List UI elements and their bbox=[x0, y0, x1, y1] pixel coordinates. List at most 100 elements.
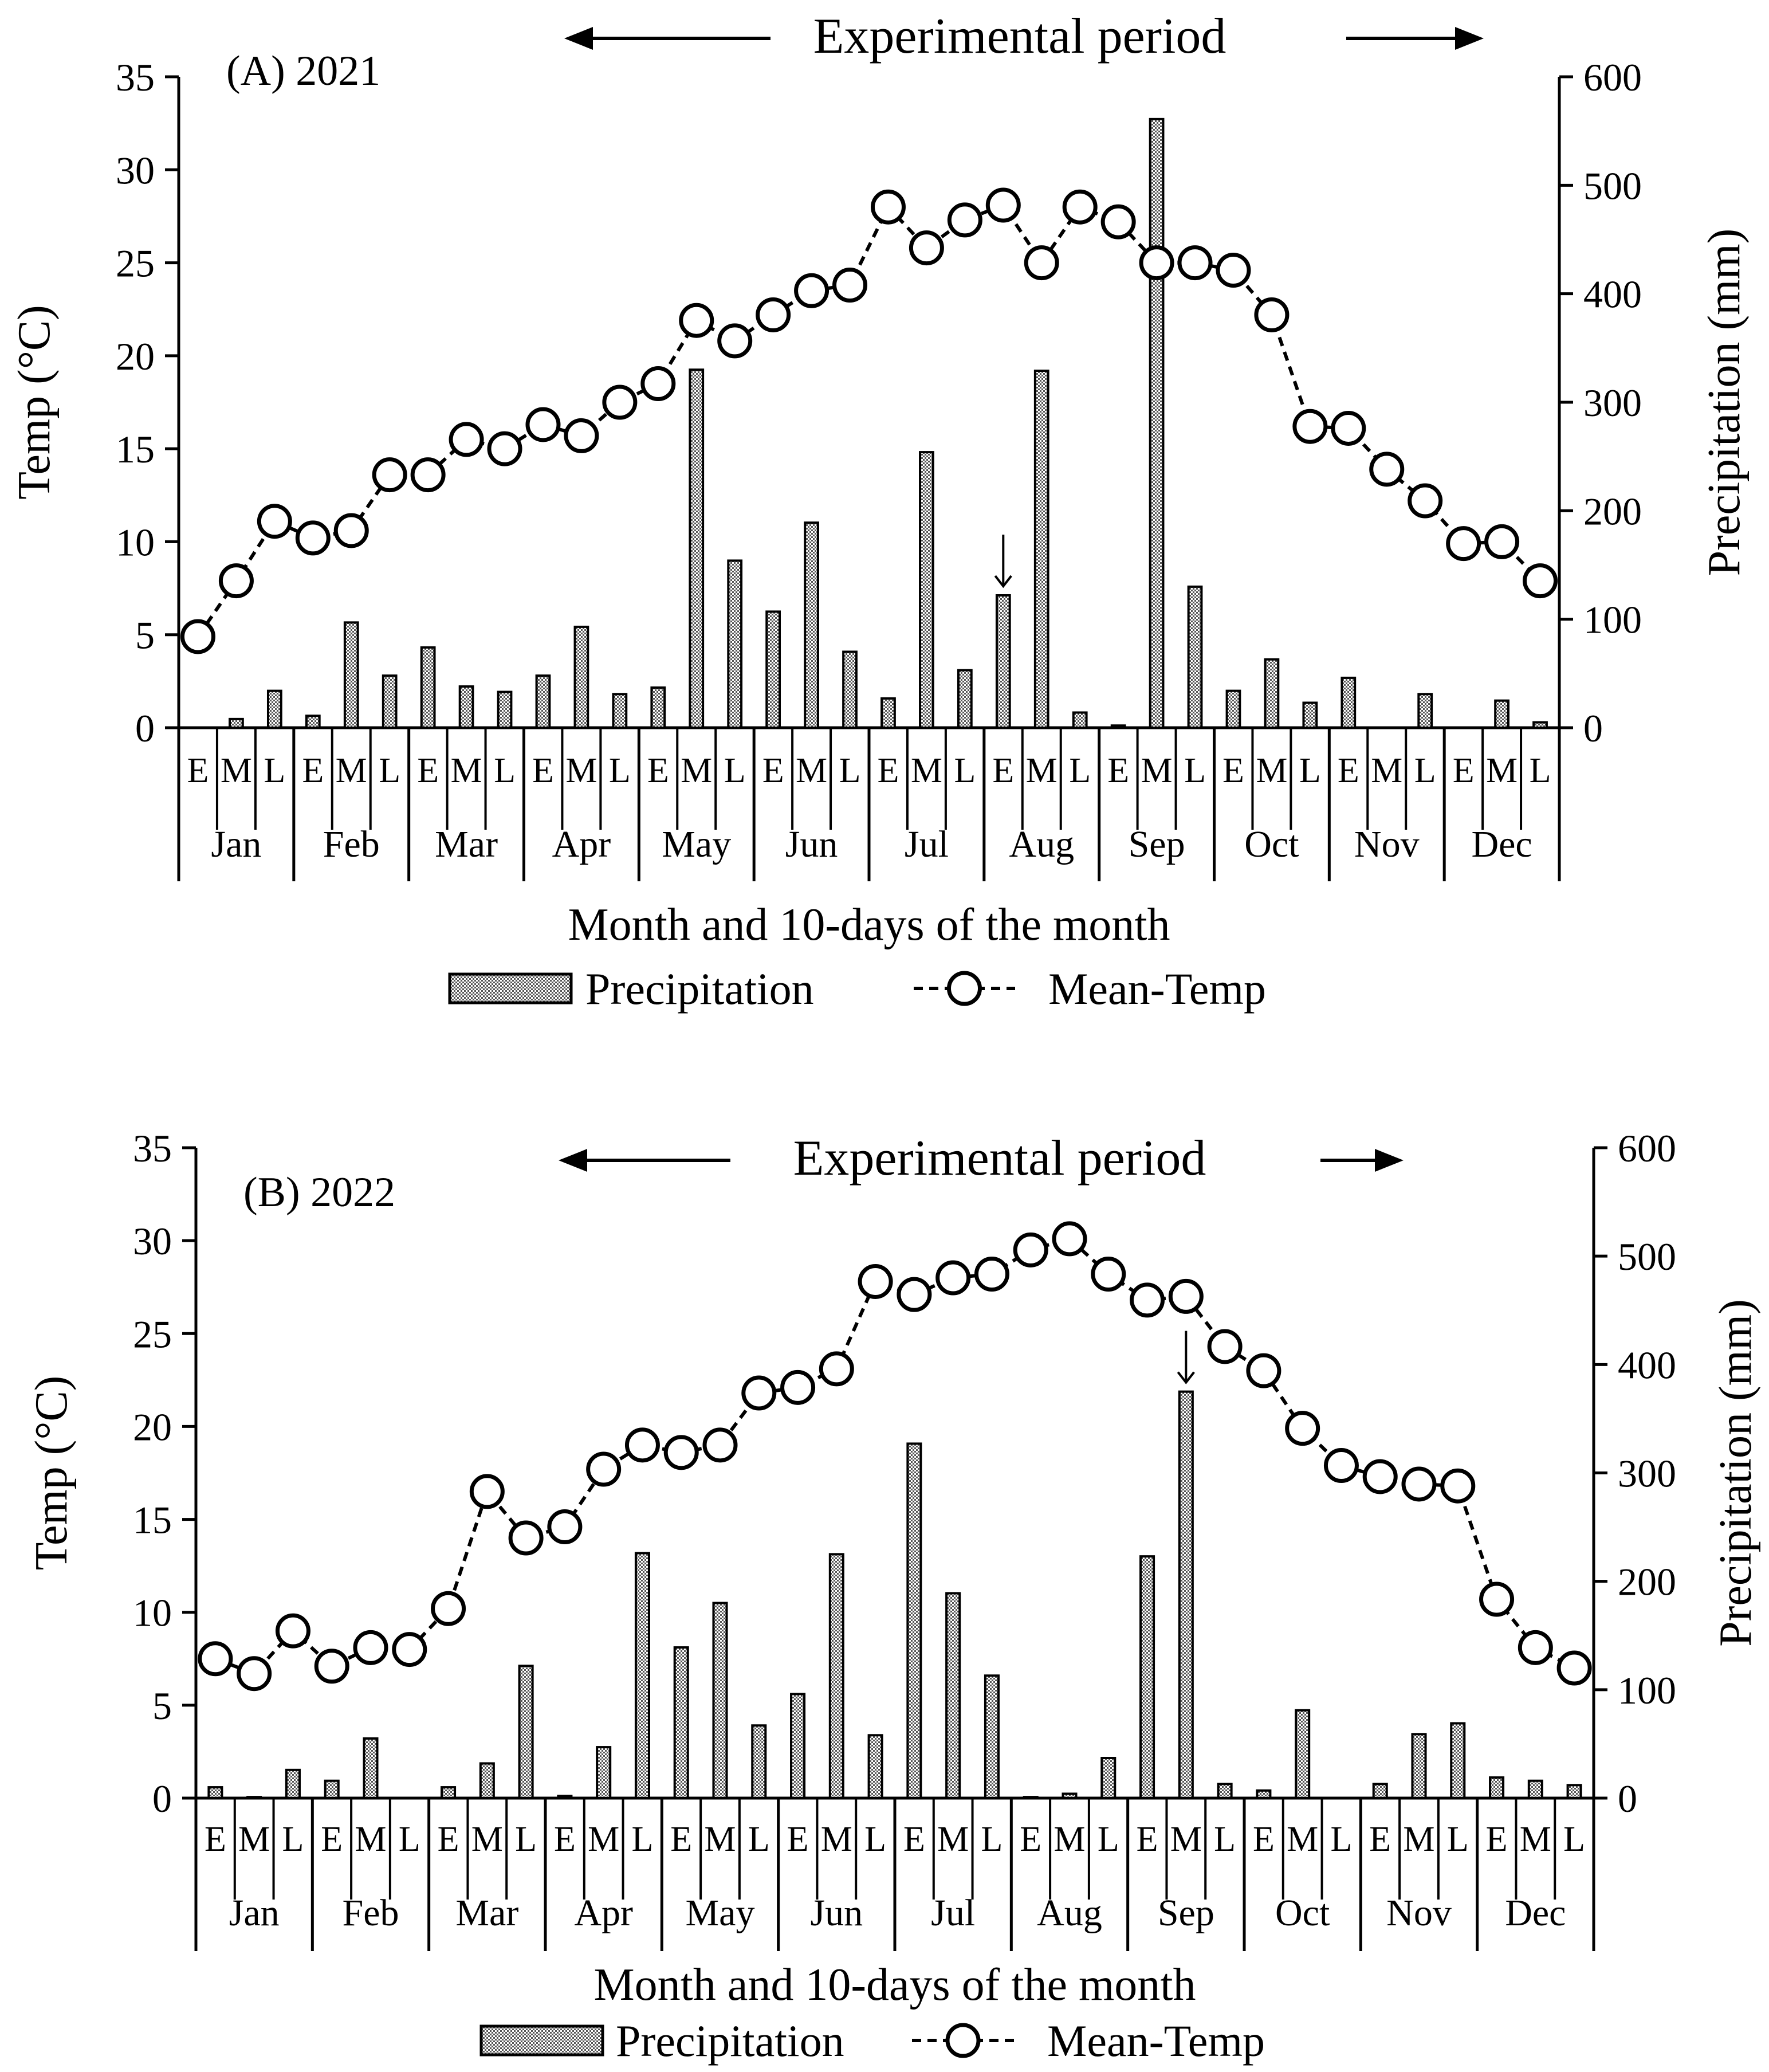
mean-temp-point bbox=[702, 1427, 738, 1463]
month-label: Dec bbox=[1505, 1892, 1566, 1934]
mean-temp-point bbox=[1139, 245, 1174, 281]
mean-temp-point bbox=[257, 504, 292, 539]
month-label: Jun bbox=[785, 823, 838, 865]
precipitation-bar bbox=[1340, 676, 1357, 729]
panel-b: 0 5 10 15 20 25 30 35 0 100 200 300 400 500 600 Temp (°… bbox=[26, 1127, 1761, 2066]
precipitation-bar bbox=[612, 693, 628, 729]
mean-temp-point bbox=[487, 431, 522, 466]
month-label: Aug bbox=[1037, 1892, 1102, 1934]
dekad-label: L bbox=[1414, 751, 1436, 790]
dekad-label: E bbox=[670, 1820, 692, 1859]
dekad-label: M bbox=[1141, 751, 1173, 790]
mean-temp-point bbox=[1285, 1411, 1320, 1446]
precipitation-bar bbox=[596, 1746, 612, 1799]
precipitation-bar bbox=[441, 1786, 457, 1799]
precipitation-bar bbox=[497, 690, 513, 729]
mean-temp-point bbox=[1331, 410, 1366, 446]
dekad-label: M bbox=[1520, 1820, 1551, 1859]
mean-temp-point bbox=[180, 619, 215, 654]
precipitation-bar bbox=[1302, 701, 1318, 729]
precipitation-bar bbox=[1187, 585, 1203, 729]
month-label: Jan bbox=[229, 1892, 280, 1934]
mean-temp-point bbox=[1518, 1630, 1553, 1665]
precipitation-bar bbox=[790, 1693, 806, 1799]
mean-temp-point bbox=[1323, 1448, 1359, 1484]
right-tick-label: 200 bbox=[1618, 1560, 1676, 1604]
dekad-label: E bbox=[762, 751, 784, 790]
dekad-label: E bbox=[1486, 1820, 1508, 1859]
dekad-label: E bbox=[1107, 751, 1129, 790]
legend-precipitation-swatch bbox=[479, 2024, 604, 2057]
precipitation-bar bbox=[804, 521, 819, 729]
left-tick-label: 5 bbox=[135, 614, 155, 657]
left-tick-label: 35 bbox=[133, 1127, 172, 1170]
mean-temp-point bbox=[1446, 526, 1481, 562]
month-label: Oct bbox=[1275, 1892, 1330, 1934]
mean-temp-point bbox=[410, 457, 446, 493]
dekad-label: E bbox=[787, 1820, 809, 1859]
precipitation-bar bbox=[1566, 1784, 1582, 1800]
precipitation-bar bbox=[1023, 1796, 1039, 1800]
mean-temp-point bbox=[1362, 1459, 1398, 1494]
period-arrowhead-left bbox=[564, 27, 593, 50]
month-label: May bbox=[686, 1892, 755, 1934]
precipitation-bar bbox=[1072, 711, 1088, 729]
precipitation-bar bbox=[1100, 1757, 1117, 1799]
dekad-label: E bbox=[903, 1820, 925, 1859]
period-arrowhead-right bbox=[1375, 1149, 1404, 1172]
month-label: Mar bbox=[455, 1892, 518, 1934]
dekad-label: M bbox=[588, 1820, 619, 1859]
month-label: Jun bbox=[810, 1892, 863, 1934]
mean-temp-point bbox=[1013, 1232, 1048, 1267]
mean-temp-point bbox=[1168, 1278, 1204, 1314]
mean-temp-point bbox=[741, 1375, 777, 1411]
mean-temp-point bbox=[564, 418, 599, 453]
dekad-label: M bbox=[221, 751, 252, 790]
dekad-label: E bbox=[1137, 1820, 1158, 1859]
precipitation-bar bbox=[518, 1665, 534, 1799]
precipitation-bar bbox=[1450, 1722, 1466, 1800]
month-label: Jan bbox=[211, 823, 261, 865]
precipitation-bar bbox=[867, 1734, 883, 1800]
dekad-label: L bbox=[1098, 1820, 1119, 1859]
mean-temp-point bbox=[525, 407, 561, 442]
precipitation-bar bbox=[1139, 1555, 1155, 1800]
month-label: Jul bbox=[905, 823, 949, 865]
dekad-label: E bbox=[554, 1820, 576, 1859]
precipitation-bar bbox=[246, 1796, 262, 1800]
dekad-label: M bbox=[911, 751, 942, 790]
mean-temp-point bbox=[1401, 1466, 1437, 1502]
dekad-label: L bbox=[839, 751, 861, 790]
mean-temp-line bbox=[214, 1237, 1575, 1676]
mean-temp-point bbox=[780, 1369, 816, 1405]
legend-precipitation-label: Precipitation bbox=[585, 964, 814, 1014]
legend-precipitation-label: Precipitation bbox=[616, 2016, 844, 2066]
panel-label: (A) 2021 bbox=[226, 48, 380, 95]
left-tick-label: 30 bbox=[116, 148, 155, 192]
mean-temp-point bbox=[640, 366, 676, 402]
dekad-label: L bbox=[1530, 751, 1551, 790]
precipitation-bar bbox=[1295, 1709, 1311, 1799]
dekad-label: L bbox=[1069, 751, 1091, 790]
mean-temp-point bbox=[1091, 1257, 1126, 1292]
mean-temp-point bbox=[198, 1641, 233, 1677]
right-tick-label: 100 bbox=[1583, 598, 1642, 642]
precipitation-bar bbox=[285, 1768, 301, 1799]
right-tick-label: 200 bbox=[1583, 489, 1642, 533]
dekad-label: M bbox=[1371, 751, 1402, 790]
dekad-label: E bbox=[992, 751, 1014, 790]
precipitation-bar bbox=[229, 717, 244, 729]
month-label: Jul bbox=[931, 1892, 975, 1934]
dekad-label: E bbox=[417, 751, 439, 790]
month-label: Dec bbox=[1471, 823, 1532, 865]
dekad-label: L bbox=[494, 751, 516, 790]
month-label: Mar bbox=[435, 823, 498, 865]
mean-temp-point bbox=[935, 1260, 971, 1296]
dekad-label: M bbox=[1486, 751, 1518, 790]
dekad-label: M bbox=[355, 1820, 386, 1859]
precipitation-bar bbox=[305, 715, 321, 729]
dekad-label: L bbox=[1214, 1820, 1236, 1859]
dekad-label: L bbox=[609, 751, 631, 790]
right-tick-label: 500 bbox=[1618, 1235, 1676, 1278]
